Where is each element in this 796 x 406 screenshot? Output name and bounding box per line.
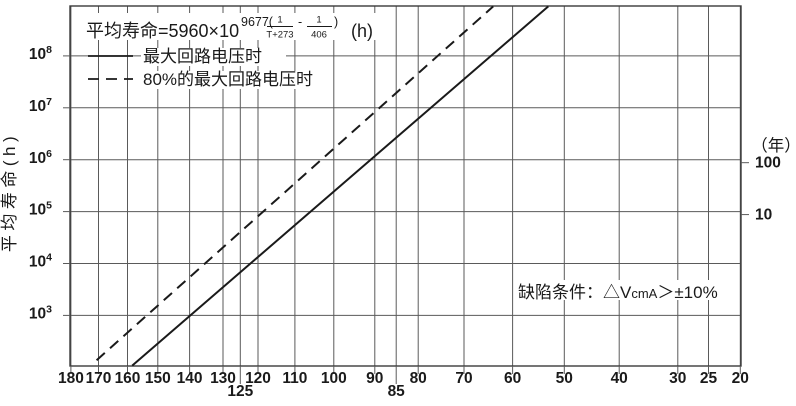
svg-text:缺陷条件：△VcmA＞±10%: 缺陷条件：△VcmA＞±10%	[518, 283, 718, 302]
svg-text:最大回路电压时: 最大回路电压时	[143, 47, 262, 66]
svg-text:30: 30	[669, 370, 686, 387]
svg-text:T+273: T+273	[266, 30, 293, 41]
svg-text:90: 90	[366, 370, 383, 387]
svg-text:80%的最大回路电压时: 80%的最大回路电压时	[143, 70, 313, 89]
svg-text:50: 50	[556, 370, 573, 387]
svg-text:25: 25	[700, 370, 718, 387]
svg-text:20: 20	[732, 370, 749, 387]
svg-text:1: 1	[316, 15, 321, 26]
svg-text:60: 60	[504, 370, 521, 387]
svg-text:160: 160	[115, 370, 141, 387]
svg-text:1: 1	[277, 15, 282, 26]
svg-text:406: 406	[311, 30, 327, 41]
svg-text:150: 150	[145, 370, 171, 387]
svg-text:120: 120	[245, 370, 271, 387]
svg-text:平均寿命=5960×10: 平均寿命=5960×10	[86, 21, 239, 41]
svg-text:平均寿命(h): 平均寿命(h)	[0, 132, 19, 252]
svg-text:140: 140	[177, 370, 203, 387]
svg-text:100: 100	[321, 370, 347, 387]
svg-text:): )	[334, 15, 338, 29]
svg-text:70: 70	[455, 370, 472, 387]
svg-text:40: 40	[611, 370, 628, 387]
svg-text:110: 110	[282, 370, 307, 387]
svg-text:100: 100	[755, 155, 781, 172]
svg-text:(h): (h)	[351, 21, 373, 41]
svg-text:（年）: （年）	[751, 136, 796, 155]
svg-text:170: 170	[86, 370, 112, 387]
svg-text:80: 80	[410, 370, 427, 387]
svg-text:180: 180	[58, 370, 84, 387]
svg-text:10: 10	[755, 207, 772, 224]
svg-text:-: -	[298, 15, 302, 29]
svg-text:85: 85	[388, 383, 406, 400]
